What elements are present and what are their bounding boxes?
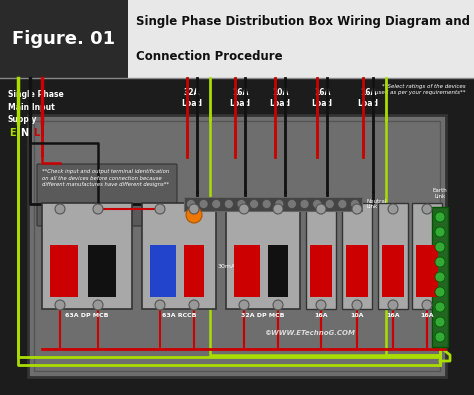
Circle shape <box>55 300 65 310</box>
Circle shape <box>338 199 347 209</box>
Circle shape <box>239 300 249 310</box>
Text: **Select ratings of the devices
used as per your requirements**: **Select ratings of the devices used as … <box>375 84 466 95</box>
Circle shape <box>189 300 199 310</box>
Circle shape <box>155 204 165 214</box>
Text: N: N <box>20 128 28 138</box>
Circle shape <box>435 272 445 282</box>
Circle shape <box>224 199 233 209</box>
Bar <box>342 203 372 309</box>
Bar <box>416 245 438 297</box>
Circle shape <box>199 199 208 209</box>
Text: 16A: 16A <box>314 313 328 318</box>
Circle shape <box>352 300 362 310</box>
Circle shape <box>435 332 445 342</box>
Text: Figure. 01: Figure. 01 <box>12 30 116 48</box>
Circle shape <box>275 199 284 209</box>
Circle shape <box>287 199 296 209</box>
FancyBboxPatch shape <box>37 164 177 226</box>
Bar <box>306 203 336 309</box>
Circle shape <box>186 207 202 223</box>
Circle shape <box>155 300 165 310</box>
Text: 63A DP MCB: 63A DP MCB <box>65 313 109 318</box>
Text: 16A: 16A <box>420 313 434 318</box>
Circle shape <box>435 227 445 237</box>
Text: Single Phase
Main Input
Supply: Single Phase Main Input Supply <box>8 90 64 124</box>
Circle shape <box>422 204 432 214</box>
Circle shape <box>189 204 199 214</box>
Text: 16A
Load: 16A Load <box>229 88 250 108</box>
Circle shape <box>350 199 359 209</box>
Bar <box>432 207 448 347</box>
Circle shape <box>435 302 445 312</box>
Circle shape <box>239 204 249 214</box>
Circle shape <box>316 300 326 310</box>
Text: 10A: 10A <box>350 313 364 318</box>
Text: 16A
Load: 16A Load <box>357 88 379 108</box>
Circle shape <box>422 300 432 310</box>
Circle shape <box>250 199 259 209</box>
Bar <box>150 245 176 297</box>
Circle shape <box>435 287 445 297</box>
Text: **Check input and output terminal identification
on all the devices before conne: **Check input and output terminal identi… <box>42 169 169 187</box>
Circle shape <box>435 242 445 252</box>
Circle shape <box>212 199 221 209</box>
Text: 63A RCCB: 63A RCCB <box>162 313 196 318</box>
Bar <box>34 121 440 371</box>
Bar <box>0 0 128 78</box>
Bar <box>42 203 132 309</box>
Bar <box>184 245 204 297</box>
Circle shape <box>435 317 445 327</box>
Circle shape <box>273 204 283 214</box>
Bar <box>28 115 446 377</box>
Bar <box>142 203 216 309</box>
Text: ©WWW.ETechnoG.COM: ©WWW.ETechnoG.COM <box>264 330 356 336</box>
Circle shape <box>93 204 103 214</box>
Circle shape <box>435 212 445 222</box>
Circle shape <box>262 199 271 209</box>
Circle shape <box>300 199 309 209</box>
Text: 32A
Load: 32A Load <box>182 88 202 108</box>
Bar <box>88 245 116 297</box>
Text: 16A: 16A <box>386 313 400 318</box>
Bar <box>184 197 362 211</box>
Bar <box>268 245 288 297</box>
Circle shape <box>325 199 334 209</box>
Circle shape <box>273 300 283 310</box>
Text: 16A
Load: 16A Load <box>311 88 332 108</box>
Text: 10A
Load: 10A Load <box>270 88 291 108</box>
Text: Neutral
Link: Neutral Link <box>367 199 387 209</box>
Circle shape <box>186 199 195 209</box>
Text: 32A DP MCB: 32A DP MCB <box>241 313 285 318</box>
Bar <box>50 245 78 297</box>
Bar <box>346 245 368 297</box>
Bar <box>226 203 300 309</box>
Bar <box>378 203 408 309</box>
Bar <box>382 245 404 297</box>
Circle shape <box>435 257 445 267</box>
Circle shape <box>55 204 65 214</box>
Text: Connection Procedure: Connection Procedure <box>136 49 283 62</box>
Text: E: E <box>9 128 15 138</box>
Bar <box>412 203 442 309</box>
Circle shape <box>316 204 326 214</box>
Text: 30mA: 30mA <box>218 263 236 269</box>
Circle shape <box>93 300 103 310</box>
Circle shape <box>388 204 398 214</box>
Bar <box>0 0 474 78</box>
Bar <box>234 245 260 297</box>
Bar <box>310 245 332 297</box>
Circle shape <box>352 204 362 214</box>
Circle shape <box>388 300 398 310</box>
Text: Earth
Link: Earth Link <box>433 188 447 199</box>
Circle shape <box>237 199 246 209</box>
Text: Single Phase Distribution Box Wiring Diagram and: Single Phase Distribution Box Wiring Dia… <box>136 15 470 28</box>
Text: L: L <box>33 128 39 138</box>
Circle shape <box>313 199 322 209</box>
